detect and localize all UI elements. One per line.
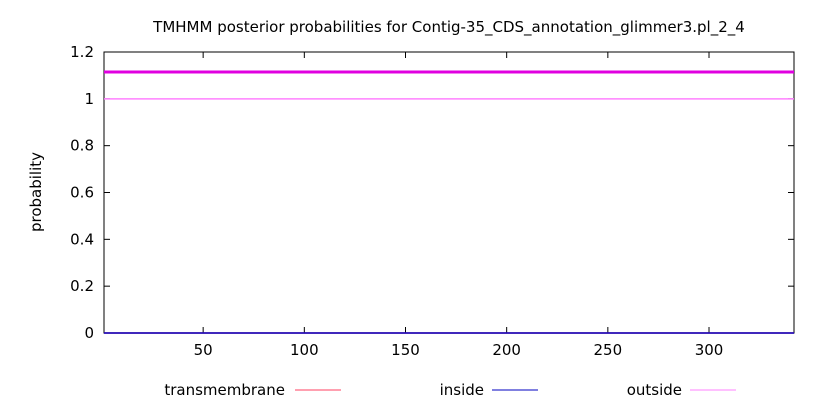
- x-tick-label: 200: [492, 341, 521, 359]
- series-layer: [104, 70, 794, 334]
- x-tick-label: 150: [391, 341, 420, 359]
- x-tick-label: 250: [594, 341, 623, 359]
- legend-label-inside: inside: [440, 381, 484, 399]
- plot-area-frame: [103, 51, 795, 334]
- y-tick-label: 0.4: [70, 230, 94, 248]
- legend-label-outside: outside: [627, 381, 682, 399]
- y-tick-label: 1.2: [70, 43, 94, 61]
- x-tick-label: 50: [194, 341, 213, 359]
- x-tick-label: 300: [695, 341, 724, 359]
- y-tick-label: 0.8: [70, 137, 94, 155]
- legend: transmembrane inside outside: [164, 381, 736, 399]
- x-tick-label: 100: [290, 341, 319, 359]
- axis-ticks: 0 0.2 0.4 0.6 0.8 1 1.2 50 100 150 200 250 300: [70, 43, 794, 359]
- y-tick-label: 1: [84, 90, 94, 108]
- y-axis-label: probability: [27, 152, 45, 232]
- y-tick-label: 0.2: [70, 277, 94, 295]
- chart-title: TMHMM posterior probabilities for Contig…: [152, 18, 745, 37]
- y-tick-label: 0.6: [70, 184, 94, 202]
- y-tick-label: 0: [84, 324, 94, 342]
- legend-label-transmembrane: transmembrane: [164, 381, 285, 399]
